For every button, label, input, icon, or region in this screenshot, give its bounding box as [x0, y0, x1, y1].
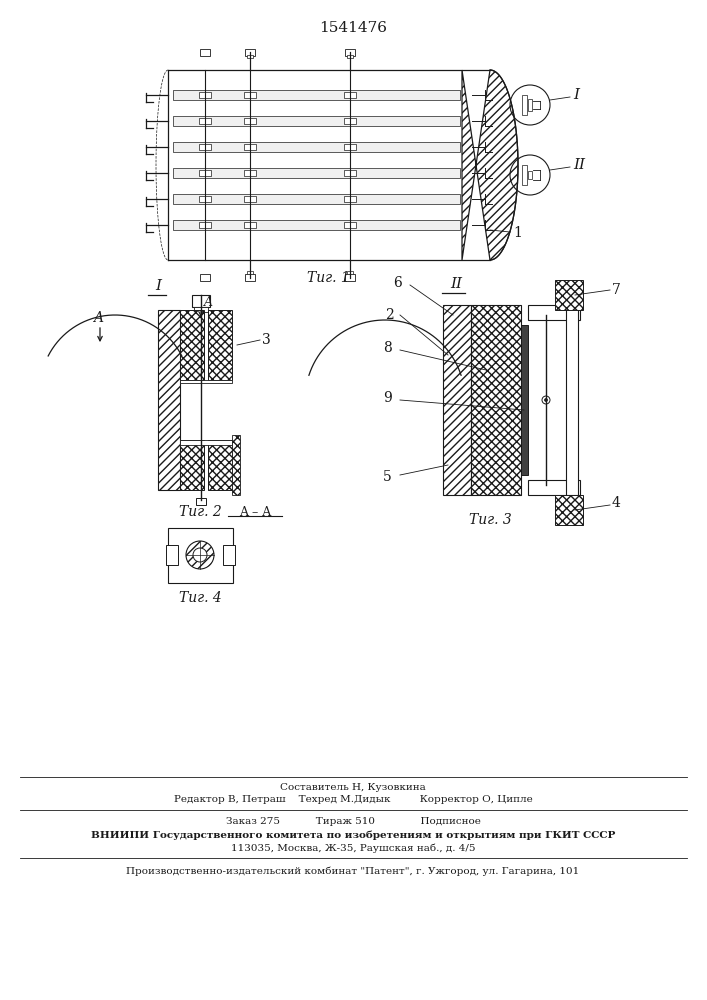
Bar [180, 440, 232, 445]
Bar [192, 295, 210, 307]
Bar [528, 99, 532, 111]
Bar [344, 222, 356, 228]
Bar [347, 271, 353, 274]
Bar [180, 310, 204, 380]
Polygon shape [462, 70, 518, 260]
Bar [199, 144, 211, 150]
Bar [232, 435, 240, 495]
Text: Τиг. 4: Τиг. 4 [179, 590, 221, 604]
Bar [244, 118, 256, 124]
Text: Редактор В, Петраш    Техред М.Дидык         Корректор О, Ципле: Редактор В, Петраш Техред М.Дидык Коррек… [174, 796, 532, 804]
Text: 1: 1 [513, 226, 522, 240]
Text: II: II [573, 158, 585, 172]
Text: 4: 4 [612, 496, 621, 510]
Bar [443, 305, 471, 495]
Bar [208, 310, 232, 380]
Bar [173, 220, 460, 230]
Text: 113035, Москва, Ж-35, Раушская наб., д. 4/5: 113035, Москва, Ж-35, Раушская наб., д. … [230, 843, 475, 853]
Text: Τиг. 2: Τиг. 2 [179, 505, 221, 519]
Text: II: II [450, 277, 462, 291]
Bar [344, 196, 356, 202]
Bar [247, 55, 253, 58]
Text: ВНИИПИ Государственного комитета по изобретениям и открытиям при ГКИТ СССР: ВНИИПИ Государственного комитета по изоб… [90, 830, 615, 840]
Bar [208, 440, 232, 490]
Text: 9: 9 [383, 391, 392, 405]
Bar [173, 168, 460, 178]
Text: 8: 8 [383, 341, 392, 355]
Circle shape [544, 398, 547, 401]
Bar [173, 142, 460, 152]
Bar [199, 92, 211, 98]
Text: A – A: A – A [239, 506, 271, 518]
Bar [180, 380, 232, 383]
Bar [245, 49, 255, 56]
Bar [528, 305, 580, 320]
Bar [247, 271, 253, 274]
Bar [158, 310, 180, 490]
Text: 5: 5 [383, 470, 392, 484]
Bar [168, 528, 233, 582]
Bar [199, 118, 211, 124]
Text: Производственно-издательский комбинат "Патент", г. Ужгород, ул. Гагарина, 101: Производственно-издательский комбинат "П… [127, 866, 580, 876]
Bar [194, 307, 208, 312]
Bar [347, 55, 353, 58]
Bar [555, 495, 583, 525]
Bar [223, 545, 235, 565]
Text: 1541476: 1541476 [319, 21, 387, 35]
Bar [521, 325, 528, 475]
Text: 2: 2 [385, 308, 394, 322]
Bar [344, 92, 356, 98]
Bar [344, 170, 356, 176]
Bar [344, 118, 356, 124]
Bar [522, 165, 527, 185]
Bar [165, 545, 177, 565]
Bar [245, 274, 255, 281]
Text: I: I [573, 88, 579, 102]
Bar [199, 170, 211, 176]
Bar [244, 196, 256, 202]
Bar [528, 171, 532, 179]
Bar [196, 498, 206, 505]
Bar [173, 194, 460, 204]
Text: Заказ 275           Тираж 510              Подписное: Заказ 275 Тираж 510 Подписное [226, 818, 481, 826]
Text: 3: 3 [262, 333, 271, 347]
Circle shape [193, 548, 207, 562]
Bar [199, 222, 211, 228]
Bar [344, 144, 356, 150]
Bar [345, 274, 355, 281]
Text: 7: 7 [612, 283, 621, 297]
Bar [200, 49, 210, 56]
Bar [173, 90, 460, 100]
Text: 6: 6 [393, 276, 402, 290]
Text: Составитель Н, Кузовкина: Составитель Н, Кузовкина [280, 782, 426, 792]
Circle shape [186, 541, 214, 569]
Text: A: A [93, 311, 103, 325]
Text: Τиг. 1: Τиг. 1 [307, 271, 349, 285]
Bar [200, 274, 210, 281]
Text: I: I [155, 279, 161, 293]
Bar [244, 222, 256, 228]
Bar [528, 480, 580, 495]
Text: Τиг. 3: Τиг. 3 [469, 513, 511, 527]
Text: A: A [204, 296, 213, 309]
Bar [199, 196, 211, 202]
Bar [566, 305, 578, 495]
Bar [244, 92, 256, 98]
Bar [471, 305, 521, 495]
Bar [244, 144, 256, 150]
Bar [180, 440, 204, 490]
Bar [522, 95, 527, 115]
Bar [345, 49, 355, 56]
Bar [244, 170, 256, 176]
Bar [173, 116, 460, 126]
Bar [555, 280, 583, 310]
Circle shape [542, 396, 550, 404]
